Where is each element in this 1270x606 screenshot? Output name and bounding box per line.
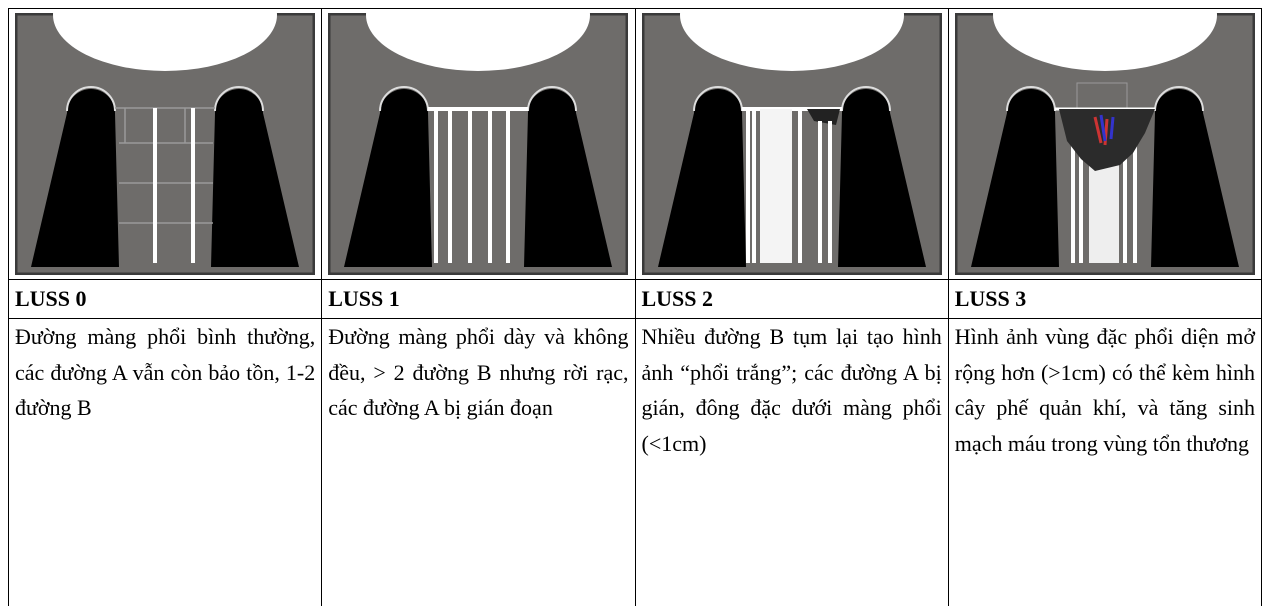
column-description: Hình ảnh vùng đặc phổi diện mở rộng hơn … — [947, 318, 1263, 606]
column-title: LUSS 2 — [634, 279, 949, 319]
column-description: Đường màng phổi bình thường, các đường A… — [7, 318, 323, 606]
image-cell — [947, 8, 1263, 280]
column-title: LUSS 3 — [947, 279, 1263, 319]
column-title: LUSS 1 — [321, 279, 636, 319]
header-row: LUSS 0 LUSS 1 LUSS 2 LUSS 3 — [7, 279, 1263, 319]
image-row — [7, 8, 1263, 280]
image-cell — [7, 8, 323, 280]
ultrasound-image — [642, 13, 942, 275]
column-description: Đường màng phổi dày và không đều, > 2 đư… — [321, 318, 636, 606]
description-row: Đường màng phổi bình thường, các đường A… — [7, 318, 1263, 606]
luss-table: LUSS 0 LUSS 1 LUSS 2 LUSS 3 Đường màng p… — [7, 8, 1263, 606]
column-title: LUSS 0 — [7, 279, 323, 319]
image-cell — [321, 8, 636, 280]
image-cell — [634, 8, 949, 280]
ultrasound-image — [328, 13, 628, 275]
ultrasound-image — [955, 13, 1255, 275]
column-description: Nhiều đường B tụm lại tạo hình ảnh “phổi… — [634, 318, 949, 606]
ultrasound-image — [15, 13, 315, 275]
